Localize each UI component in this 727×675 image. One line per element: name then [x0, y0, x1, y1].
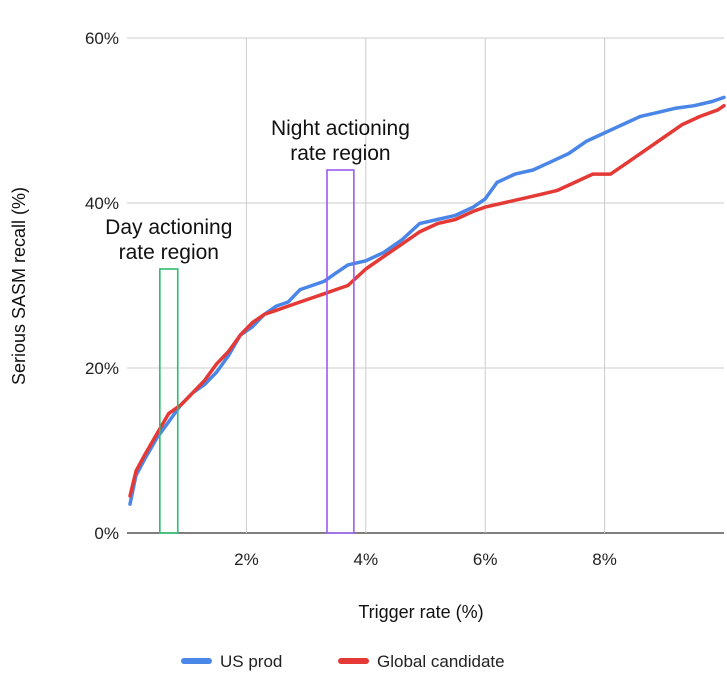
y-tick-label: 0% — [94, 524, 119, 543]
y-axis-title: Serious SASM recall (%) — [9, 187, 29, 385]
y-tick-label: 40% — [85, 194, 119, 213]
x-tick-label: 6% — [473, 550, 498, 569]
legend: US prod Global candidate — [181, 652, 505, 671]
y-tick-label: 20% — [85, 359, 119, 378]
night-region-label-line: rate region — [290, 142, 390, 165]
night-actioning-region-box — [326, 169, 355, 534]
x-tick-label: 8% — [592, 550, 617, 569]
day-region-label-line: Day actioning — [105, 216, 232, 239]
axis-ticks: 0% 20% 40% 60% 2% 4% 6% 8% — [85, 29, 617, 569]
y-tick-label: 60% — [85, 29, 119, 48]
legend-label-global-candidate: Global candidate — [377, 652, 505, 671]
series-line-us-prod — [128, 95, 726, 506]
day-region-label-line: rate region — [119, 241, 219, 264]
x-axis-title: Trigger rate (%) — [358, 602, 483, 622]
day-actioning-region-box — [159, 268, 179, 534]
legend-label-us-prod: US prod — [220, 652, 282, 671]
series-lines — [128, 95, 726, 506]
x-tick-label: 4% — [354, 550, 379, 569]
night-region-label-line: Night actioning — [271, 117, 410, 140]
grid-lines — [127, 37, 724, 534]
x-tick-label: 2% — [234, 550, 259, 569]
series-line-global-candidate — [128, 103, 726, 498]
